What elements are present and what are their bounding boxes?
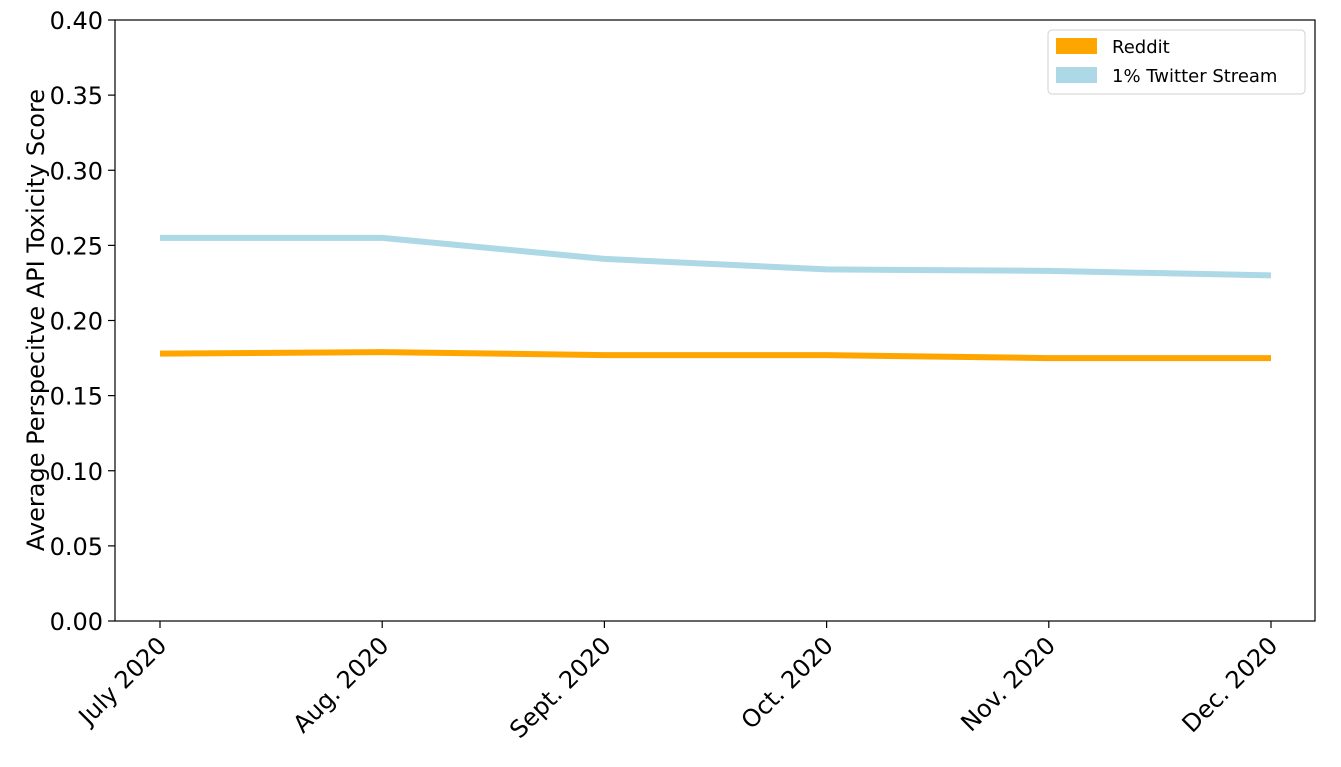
series-line-reddit	[159, 349, 1271, 362]
x-tick-label: Oct. 2020	[736, 631, 839, 734]
legend-label-twitter: 1% Twitter Stream	[1112, 66, 1277, 87]
plot-frame	[114, 19, 1316, 622]
x-tick-label: July 2020	[72, 631, 172, 731]
y-tick-label: 0.40	[50, 7, 103, 35]
series-line-twitter	[160, 234, 1272, 279]
legend-swatch-twitter	[1056, 67, 1097, 83]
x-axis-ticks: July 2020 Aug. 2020 Sept. 2020 Oct. 2020 Nov…	[72, 621, 1283, 744]
legend-box	[1047, 29, 1306, 95]
y-tick-label: 0.15	[50, 383, 103, 411]
legend-swatch-reddit	[1056, 38, 1097, 54]
y-tick-label: 0.20	[50, 308, 103, 336]
y-tick-label: 0.30	[50, 157, 103, 185]
y-tick-label: 0.35	[50, 82, 103, 110]
y-tick-label: 0.25	[50, 232, 103, 260]
x-tick-label: Nov. 2020	[955, 631, 1061, 737]
legend: Reddit 1% Twitter Stream	[1047, 29, 1306, 95]
y-tick-label: 0.00	[50, 608, 103, 636]
legend-label-reddit: Reddit	[1112, 37, 1170, 58]
y-axis-title: Average Perspecitve API Toxicity Score	[22, 89, 50, 551]
x-tick-label: Sept. 2020	[504, 631, 616, 743]
x-tick-label: Dec. 2020	[1177, 631, 1284, 738]
y-axis-ticks: 0.00 0.05 0.10 0.15 0.20 0.25 0.30 0.35 0.40	[50, 7, 115, 636]
y-tick-label: 0.10	[50, 458, 103, 486]
y-tick-label: 0.05	[50, 533, 103, 561]
x-tick-label: Aug. 2020	[288, 631, 395, 738]
series-lines	[159, 234, 1272, 362]
